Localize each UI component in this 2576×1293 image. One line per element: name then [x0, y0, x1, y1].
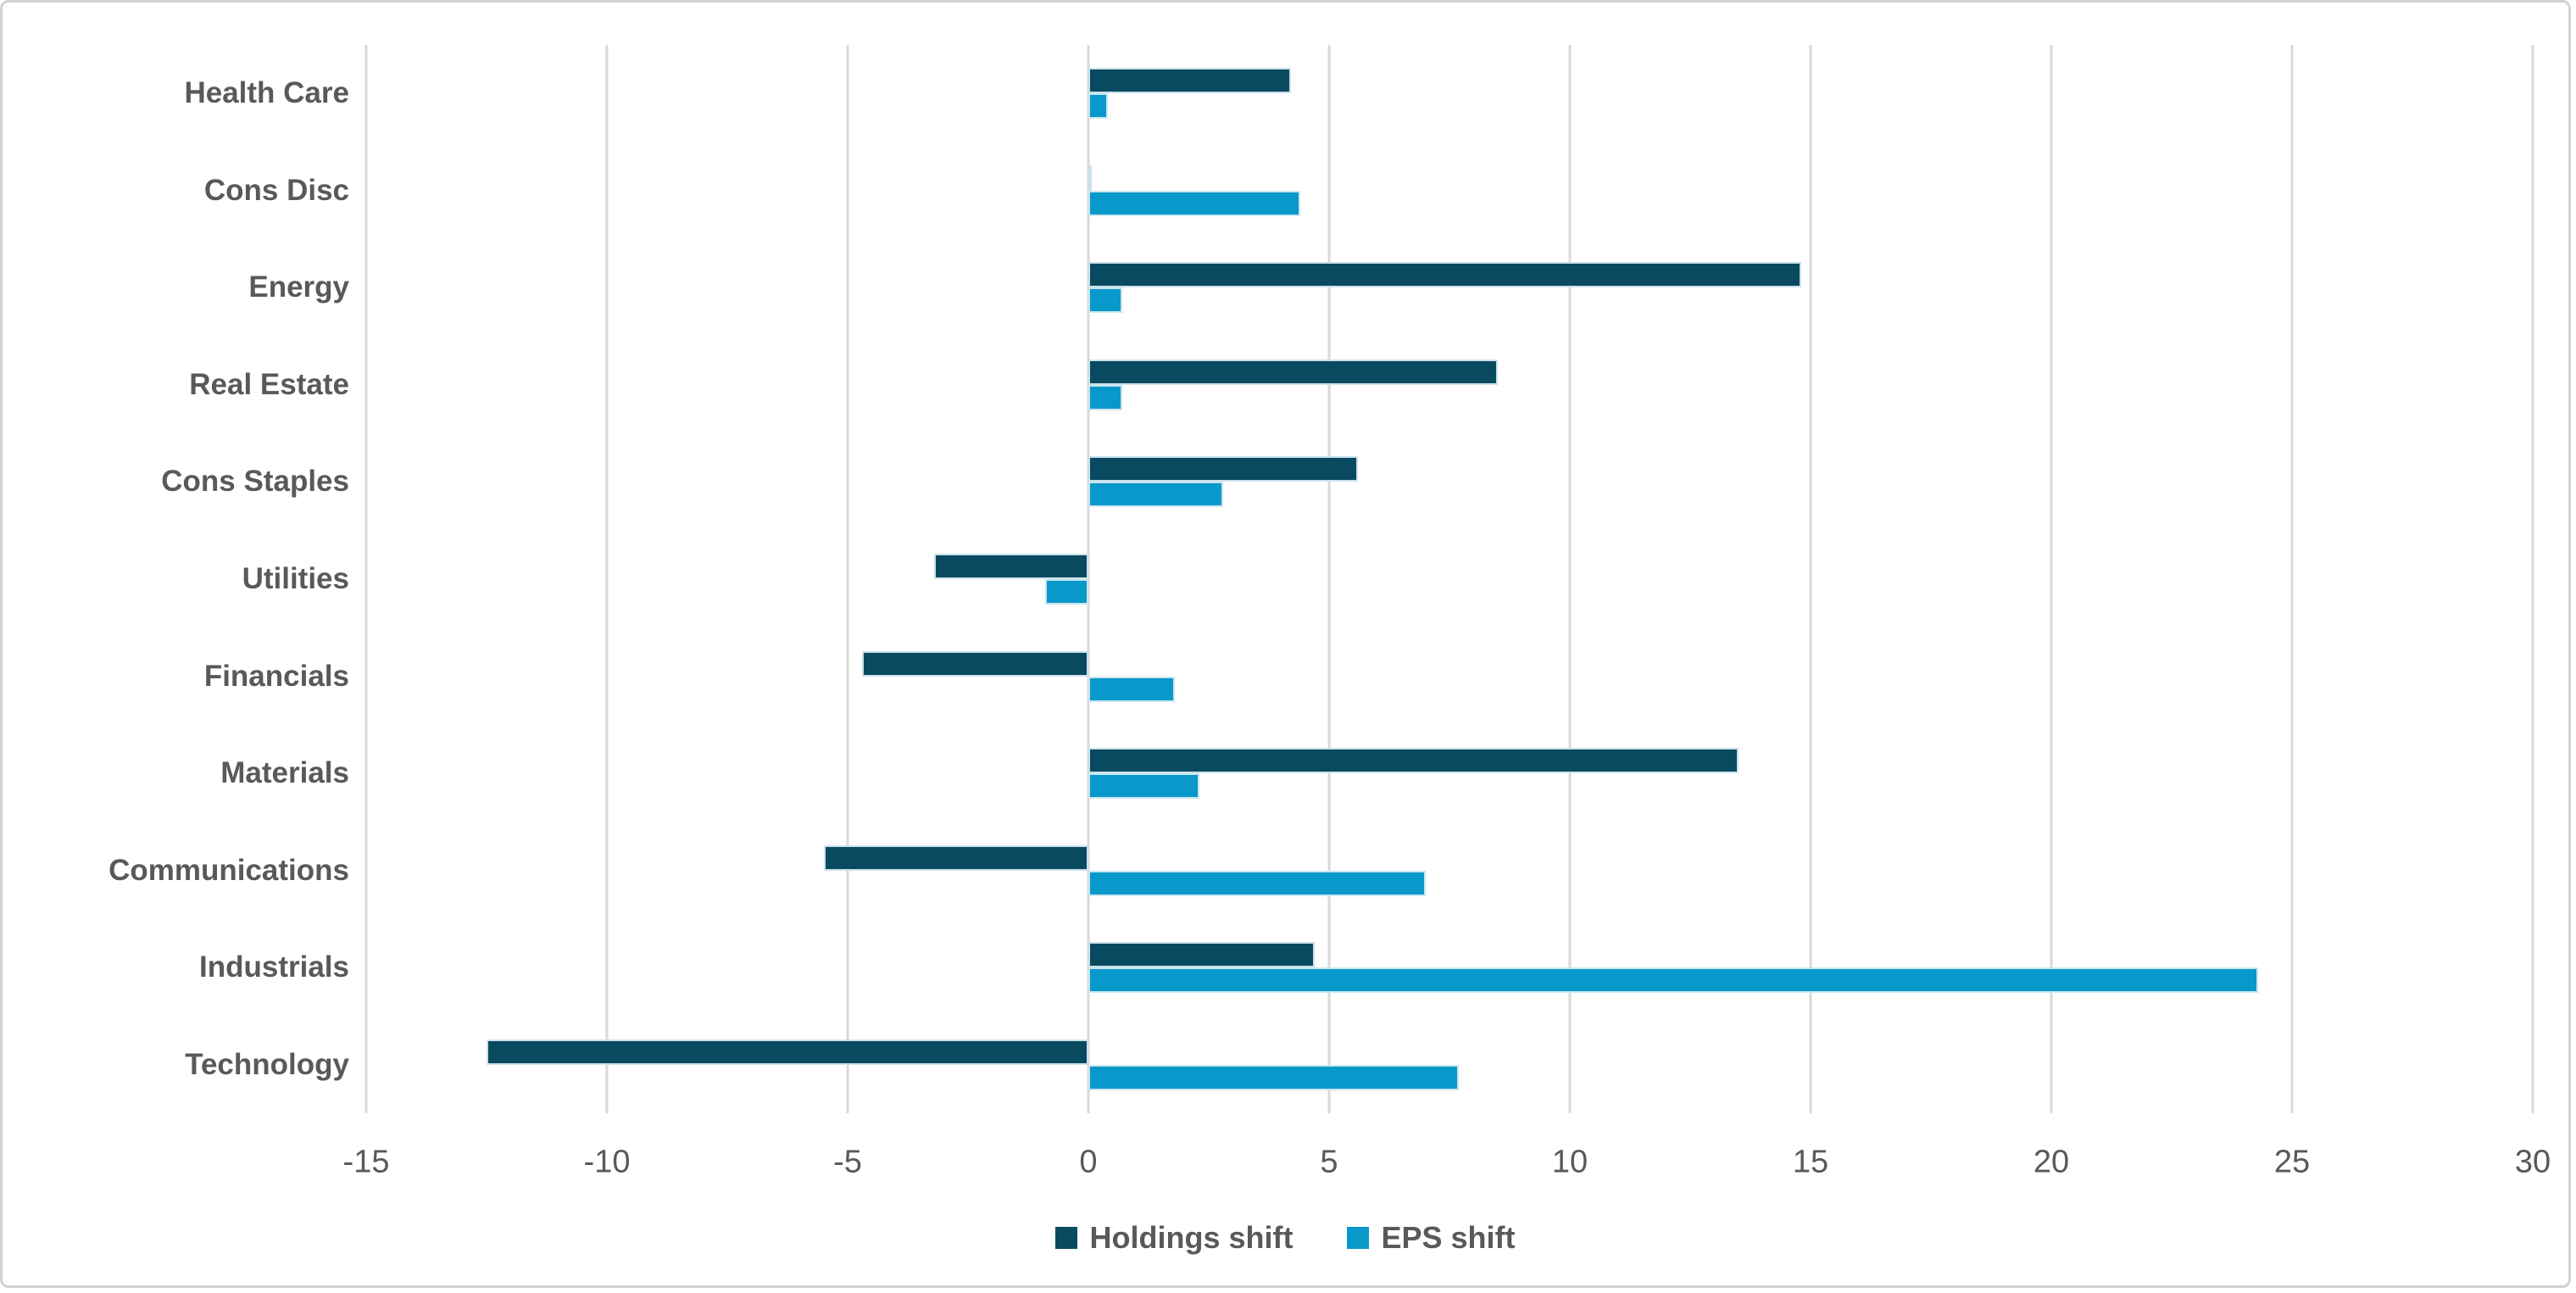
bar-holdings-shift-industrials — [1088, 942, 1315, 968]
legend-swatch-eps-shift — [1347, 1227, 1370, 1249]
band-cons-disc — [366, 142, 2533, 240]
gridline-x--10 — [605, 45, 609, 1113]
x-tick-label-10: 10 — [1551, 1144, 1588, 1180]
category-label-cons-disc: Cons Disc — [203, 173, 349, 207]
bar-holdings-shift-real-estate — [1088, 359, 1498, 385]
band-health-care — [366, 45, 2533, 142]
x-tick-label-0: 0 — [1079, 1144, 1098, 1180]
legend-swatch-holdings-shift — [1055, 1227, 1078, 1249]
band-industrials — [366, 919, 2533, 1017]
x-tick-label-30: 30 — [2514, 1144, 2551, 1180]
legend-item-eps-shift: EPS shift — [1347, 1220, 1516, 1256]
legend-item-holdings-shift: Holdings shift — [1055, 1220, 1293, 1256]
gridline-x--15 — [364, 45, 368, 1113]
bar-eps-shift-health-care — [1088, 93, 1108, 120]
band-cons-staples — [366, 433, 2533, 531]
gridline-x-10 — [1568, 45, 1572, 1113]
bar-eps-shift-cons-staples — [1088, 482, 1224, 508]
category-label-energy: Energy — [248, 270, 349, 304]
legend-label-eps-shift: EPS shift — [1381, 1220, 1516, 1255]
bar-eps-shift-technology — [1088, 1064, 1460, 1090]
x-tick-label--5: -5 — [833, 1144, 862, 1180]
x-tick-label--10: -10 — [583, 1144, 631, 1180]
bar-eps-shift-materials — [1088, 773, 1199, 800]
category-label-health-care: Health Care — [184, 76, 349, 110]
bar-eps-shift-industrials — [1088, 967, 2259, 994]
category-label-communications: Communications — [108, 853, 349, 887]
bar-holdings-shift-cons-disc — [1088, 164, 1092, 191]
gridline-x-20 — [2050, 45, 2053, 1113]
bar-holdings-shift-materials — [1088, 748, 1739, 774]
bar-holdings-shift-energy — [1088, 262, 1801, 288]
bar-eps-shift-energy — [1088, 287, 1122, 314]
band-technology — [366, 1016, 2533, 1113]
band-financials — [366, 627, 2533, 725]
legend-label-holdings-shift: Holdings shift — [1089, 1220, 1294, 1255]
bar-holdings-shift-technology — [487, 1039, 1088, 1065]
category-label-industrials: Industrials — [199, 950, 349, 984]
gridline-x-30 — [2531, 45, 2534, 1113]
bar-holdings-shift-communications — [823, 844, 1088, 871]
gridline-x-15 — [1809, 45, 1812, 1113]
band-utilities — [366, 531, 2533, 628]
gridline-x-0 — [1087, 45, 1090, 1113]
bar-holdings-shift-utilities — [934, 553, 1088, 579]
category-label-materials: Materials — [220, 756, 349, 790]
gridline-x-5 — [1327, 45, 1331, 1113]
gridline-x--5 — [846, 45, 849, 1113]
category-label-real-estate: Real Estate — [189, 367, 349, 401]
bar-holdings-shift-health-care — [1088, 68, 1291, 94]
bar-eps-shift-real-estate — [1088, 384, 1122, 410]
bar-eps-shift-communications — [1088, 870, 1426, 896]
band-energy — [366, 239, 2533, 337]
bar-holdings-shift-financials — [862, 650, 1088, 677]
category-label-cons-staples: Cons Staples — [161, 465, 349, 499]
x-tick-label-15: 15 — [1792, 1144, 1829, 1180]
band-communications — [366, 822, 2533, 919]
gridline-x-25 — [2290, 45, 2294, 1113]
bar-eps-shift-utilities — [1044, 578, 1088, 605]
x-tick-label-5: 5 — [1320, 1144, 1338, 1180]
legend: Holdings shift EPS shift — [3, 1220, 2568, 1256]
bar-eps-shift-cons-disc — [1088, 190, 1300, 216]
band-real-estate — [366, 337, 2533, 434]
bar-holdings-shift-cons-staples — [1088, 456, 1359, 482]
category-label-technology: Technology — [185, 1047, 349, 1081]
plot-area — [364, 45, 2534, 1113]
category-label-utilities: Utilities — [242, 562, 349, 595]
x-tick-label-25: 25 — [2273, 1144, 2311, 1180]
bar-eps-shift-financials — [1088, 676, 1176, 702]
x-tick-label-20: 20 — [2033, 1144, 2070, 1180]
band-materials — [366, 725, 2533, 822]
x-tick-label--15: -15 — [342, 1144, 390, 1180]
category-label-financials: Financials — [203, 659, 349, 693]
